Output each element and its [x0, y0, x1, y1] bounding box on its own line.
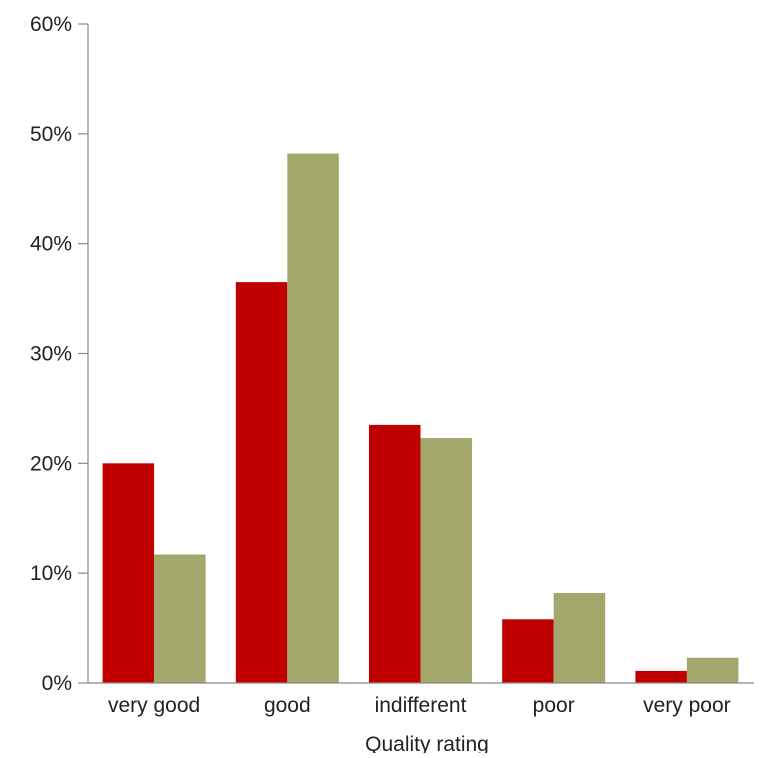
x-category-label: poor [533, 694, 575, 717]
bar-very-poor-series-2 [686, 657, 739, 683]
bar-indifferent-series-2 [420, 438, 472, 683]
bars [102, 153, 739, 683]
bar-indifferent-series-1 [369, 424, 421, 683]
bar-very-good-series-2 [154, 554, 206, 683]
y-tick-label: 50% [30, 123, 72, 146]
bar-poor-series-1 [502, 619, 554, 683]
y-tick-label: 40% [30, 233, 72, 256]
bar-poor-series-2 [553, 592, 606, 683]
bar-good-series-1 [235, 282, 288, 683]
x-category-label: very poor [643, 694, 731, 717]
y-tick-label: 20% [30, 452, 72, 475]
x-category-label: indifferent [375, 694, 467, 717]
x-axis-title: Quality rating [365, 733, 489, 753]
bar-good-series-2 [287, 153, 339, 683]
x-axis-category-labels: very good good indifferent poor very poor [108, 694, 731, 717]
y-tick-label: 60% [30, 13, 72, 36]
bar-very-good-series-1 [102, 463, 155, 683]
y-tick-label: 10% [30, 562, 72, 585]
y-tick-label: 0% [42, 672, 72, 695]
bar-very-poor-series-1 [635, 670, 687, 683]
x-category-label: good [264, 694, 311, 717]
x-category-label: very good [108, 694, 200, 717]
y-tick-label: 30% [30, 343, 72, 366]
y-axis-ticks: 0% 10% 20% 30% 40% 50% 60% [30, 13, 88, 695]
